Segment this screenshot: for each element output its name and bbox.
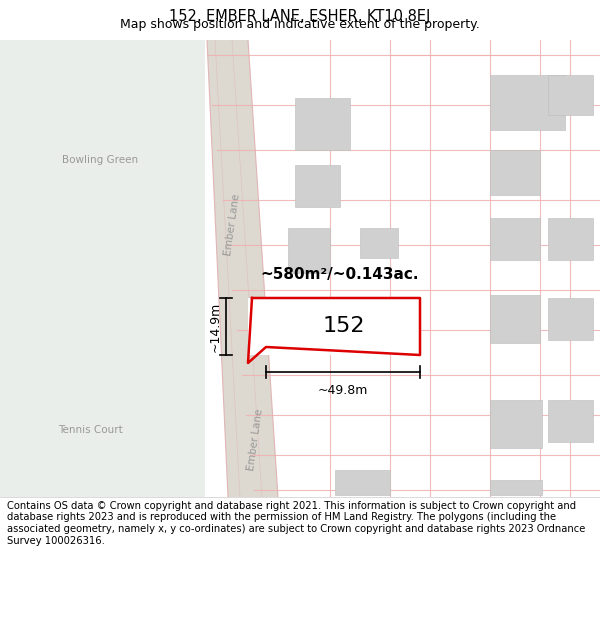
Bar <box>248 298 420 355</box>
Bar <box>490 480 542 495</box>
Text: Map shows position and indicative extent of the property.: Map shows position and indicative extent… <box>120 18 480 31</box>
Bar <box>490 295 540 343</box>
Bar <box>490 75 565 130</box>
Bar <box>360 228 398 258</box>
Bar <box>335 470 390 495</box>
Bar <box>0 40 205 497</box>
Text: Ember Lane: Ember Lane <box>246 408 264 472</box>
Bar <box>490 400 542 448</box>
Bar <box>490 218 540 260</box>
Bar <box>295 165 340 207</box>
Polygon shape <box>207 40 278 497</box>
Text: Bowling Green: Bowling Green <box>62 155 138 165</box>
Text: ~14.9m: ~14.9m <box>209 301 222 352</box>
Bar <box>295 98 350 150</box>
Bar <box>490 150 540 195</box>
Text: Tennis Court: Tennis Court <box>58 425 122 435</box>
Bar <box>548 400 593 442</box>
Text: ~580m²/~0.143ac.: ~580m²/~0.143ac. <box>260 268 419 282</box>
Text: Ember Lane: Ember Lane <box>223 193 241 257</box>
Bar <box>548 75 593 115</box>
Text: ~49.8m: ~49.8m <box>318 384 368 397</box>
Text: Contains OS data © Crown copyright and database right 2021. This information is : Contains OS data © Crown copyright and d… <box>7 501 586 546</box>
Text: 152, EMBER LANE, ESHER, KT10 8EJ: 152, EMBER LANE, ESHER, KT10 8EJ <box>169 9 431 24</box>
Bar <box>548 218 593 260</box>
Bar <box>288 228 330 273</box>
Bar <box>548 298 593 340</box>
Text: 152: 152 <box>323 316 365 336</box>
